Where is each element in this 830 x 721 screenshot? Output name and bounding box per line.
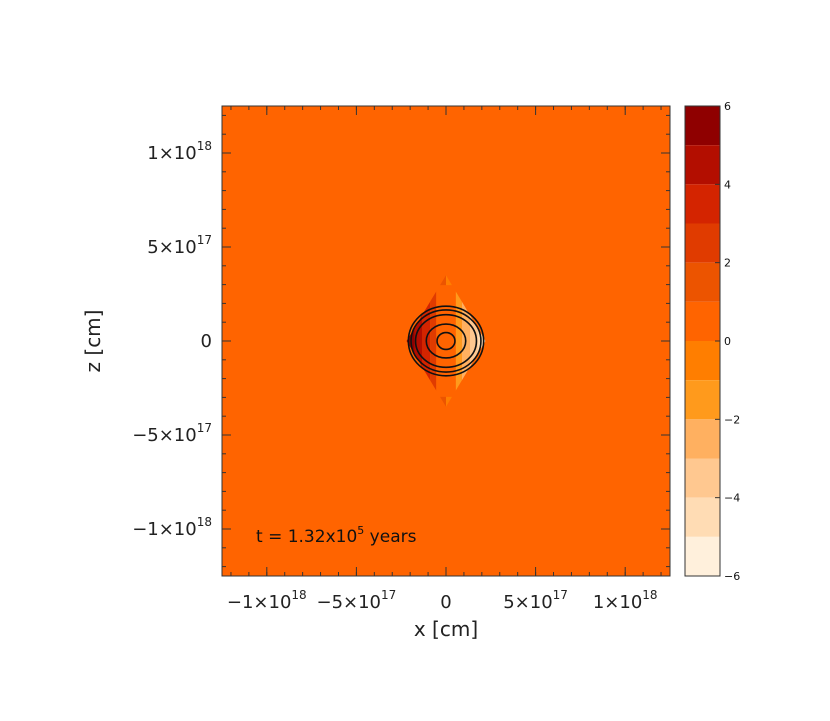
contour-line bbox=[414, 313, 478, 369]
colorbar-segment bbox=[685, 536, 720, 576]
y-tick-label: −1×1018 bbox=[132, 515, 212, 540]
y-tick-label: 5×1017 bbox=[147, 233, 212, 258]
x-tick-label: 1×1018 bbox=[593, 588, 658, 613]
x-tick-label: 0 bbox=[440, 592, 451, 613]
colorbar-tick-label: 0 bbox=[724, 335, 731, 348]
colorbar-segment bbox=[685, 419, 720, 459]
colorbar-tick-label: −4 bbox=[724, 492, 740, 505]
colorbar: 6 4 2 0 −2 −4 −6 bbox=[684, 100, 740, 583]
time-annotation-prefix: t = 1.32x10 bbox=[256, 527, 357, 547]
x-tick-label: −5×1017 bbox=[316, 588, 396, 613]
colorbar-segment bbox=[685, 458, 720, 498]
colorbar-segment bbox=[685, 262, 720, 302]
y-axis-label: z [cm] bbox=[81, 310, 105, 373]
colorbar-tick-label: 2 bbox=[724, 257, 731, 270]
colorbar-segment bbox=[685, 380, 720, 420]
colorbar-tick-label: −6 bbox=[724, 570, 740, 583]
y-axis-ticks: 1×1018 5×1017 0 −5×1017 −1×1018 bbox=[132, 114, 670, 568]
time-annotation-exp: 5 bbox=[357, 524, 364, 537]
colorbar-tick-label: 6 bbox=[724, 100, 731, 113]
time-annotation: t = 1.32x105 years bbox=[256, 524, 417, 547]
feature-core bbox=[436, 285, 456, 397]
contour-line bbox=[436, 331, 456, 351]
colorbar-tick-label: 4 bbox=[724, 178, 731, 191]
colorbar-segment bbox=[685, 341, 720, 381]
y-tick-label: 0 bbox=[201, 331, 212, 352]
colorbar-segment bbox=[685, 145, 720, 185]
contour-lines bbox=[407, 305, 485, 377]
colorbar-segment bbox=[685, 106, 720, 146]
y-tick-label: 1×1018 bbox=[147, 139, 212, 164]
y-tick-label: −5×1017 bbox=[132, 421, 212, 446]
colorbar-segment bbox=[685, 497, 720, 537]
x-axis-ticks: −1×1018 −5×1017 0 5×1017 1×1018 bbox=[227, 106, 662, 613]
contour-line bbox=[410, 309, 482, 373]
colorbar-segment bbox=[685, 223, 720, 263]
time-annotation-suffix: years bbox=[364, 527, 416, 547]
colorbar-segment bbox=[685, 184, 720, 224]
x-tick-label: −1×1018 bbox=[227, 588, 307, 613]
x-tick-label: 5×1017 bbox=[503, 588, 568, 613]
contour-line bbox=[425, 323, 467, 359]
colorbar-tick-label: −2 bbox=[724, 413, 740, 426]
colorbar-segment bbox=[685, 301, 720, 341]
contour-line bbox=[407, 305, 485, 377]
x-axis-label: x [cm] bbox=[414, 617, 478, 641]
